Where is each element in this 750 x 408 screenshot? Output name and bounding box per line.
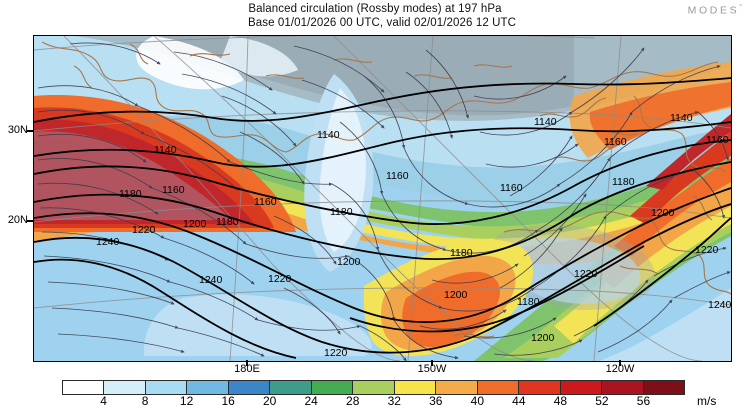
xtick-label-150w: 150W [417,363,447,375]
contour-label: 1180 [450,247,473,259]
colorbar-swatch-4 [228,381,271,394]
colorbar-swatch-9 [436,381,478,394]
colorbar-tick-40: 40 [470,394,484,408]
colorbar-swatch-12 [560,381,603,394]
xtick-mark-150w [431,360,433,366]
contour-label: 1160 [500,182,523,194]
contour-label: 1240 [199,274,223,286]
colorbar-swatch-7 [353,381,395,394]
contour-label: 1220 [324,347,348,359]
xtick-label-120w: 120W [605,363,635,375]
colorbar-units-label: m/s [697,394,717,408]
colorbar-tick-24: 24 [304,394,318,408]
contour-label: 1180 [517,296,540,308]
contour-label: 1240 [708,299,732,311]
colorbar-tick-56: 56 [636,394,651,408]
colorbar[interactable] [62,380,685,395]
ytick-mark-30n [27,130,33,132]
brand-text: MODES [687,4,740,17]
chart-title-block: Balanced circulation (Rossby modes) at 1… [0,2,750,30]
ytick-mark-20n [27,220,33,222]
contour-label: 1180 [119,188,142,200]
colorbar-swatch-6 [311,381,354,394]
colorbar-tick-16: 16 [221,394,235,408]
colorbar-tick-4: 4 [100,394,107,408]
contour-label: 1160 [162,184,185,196]
coastline-overlay [41,41,731,338]
chart-subtitle: Base 01/01/2026 00 UTC, valid 02/01/2026… [247,17,517,29]
contour-label: 1160 [706,134,729,146]
colorbar-swatch-11 [519,381,561,394]
contour-label: 1160 [254,196,277,208]
colorbar-tick-8: 8 [141,394,149,408]
contour-label: 1200 [183,218,207,230]
contour-label: 1160 [386,170,409,182]
colorbar-tick-44: 44 [512,394,526,408]
contour-label: 1200 [531,332,555,344]
colorbar-tick-32: 32 [387,394,401,408]
colorbar-swatch-13 [602,381,644,394]
colorbar-swatch-1 [104,381,146,394]
modes-logo: MODES° [688,4,742,17]
ytick-label-30n: 30N [7,124,28,136]
colorbar-tick-48: 48 [553,394,568,408]
contour-label: 1220 [574,268,598,280]
colorbar-swatch-2 [145,381,188,394]
contour-label: 1200 [444,289,468,301]
colorbar-tick-52: 52 [595,394,609,408]
contour-label: 1180 [330,206,353,218]
map-plot-area[interactable]: 1140 1140 1140 1140 1160 1160 1160 1160 1160 1160… [33,35,732,362]
contour-label: 1240 [96,236,120,248]
contour-label: 1140 [670,112,693,124]
contour-label: 1200 [337,256,361,268]
colorbar-swatch-5 [270,381,312,394]
contour-label: 1180 [216,216,239,228]
colorbar-tick-12: 12 [179,394,194,408]
geopotential-contours [34,77,731,359]
colorbar-tick-36: 36 [429,394,443,408]
page-title: Balanced circulation (Rossby modes) at 1… [248,3,502,15]
colorbar-swatch-8 [394,381,437,394]
colorbar-swatch-14 [643,381,685,394]
colorbar-swatch-3 [187,381,229,394]
contour-label: 1200 [651,207,675,219]
colorbar-swatch-10 [477,381,520,394]
xtick-label-180e: 180E [234,363,260,375]
xtick-mark-120w [619,360,621,366]
xtick-mark-180e [246,360,248,366]
ytick-label-20n: 20N [7,214,28,226]
contour-label: 1220 [695,244,719,256]
contour-label: 1140 [534,116,557,128]
colorbar-swatch-0 [63,381,105,394]
contour-label: 1220 [132,224,156,236]
colorbar-tick-20: 20 [262,394,277,408]
contour-label: 1220 [268,273,292,285]
contour-label: 1140 [154,144,177,156]
contour-label: 1160 [604,136,627,148]
colorbar-tick-28: 28 [346,394,360,408]
contour-label: 1180 [612,176,635,188]
streamline-overlay [37,42,731,361]
contour-label: 1140 [317,129,340,141]
brand-mark: ° [739,4,742,11]
